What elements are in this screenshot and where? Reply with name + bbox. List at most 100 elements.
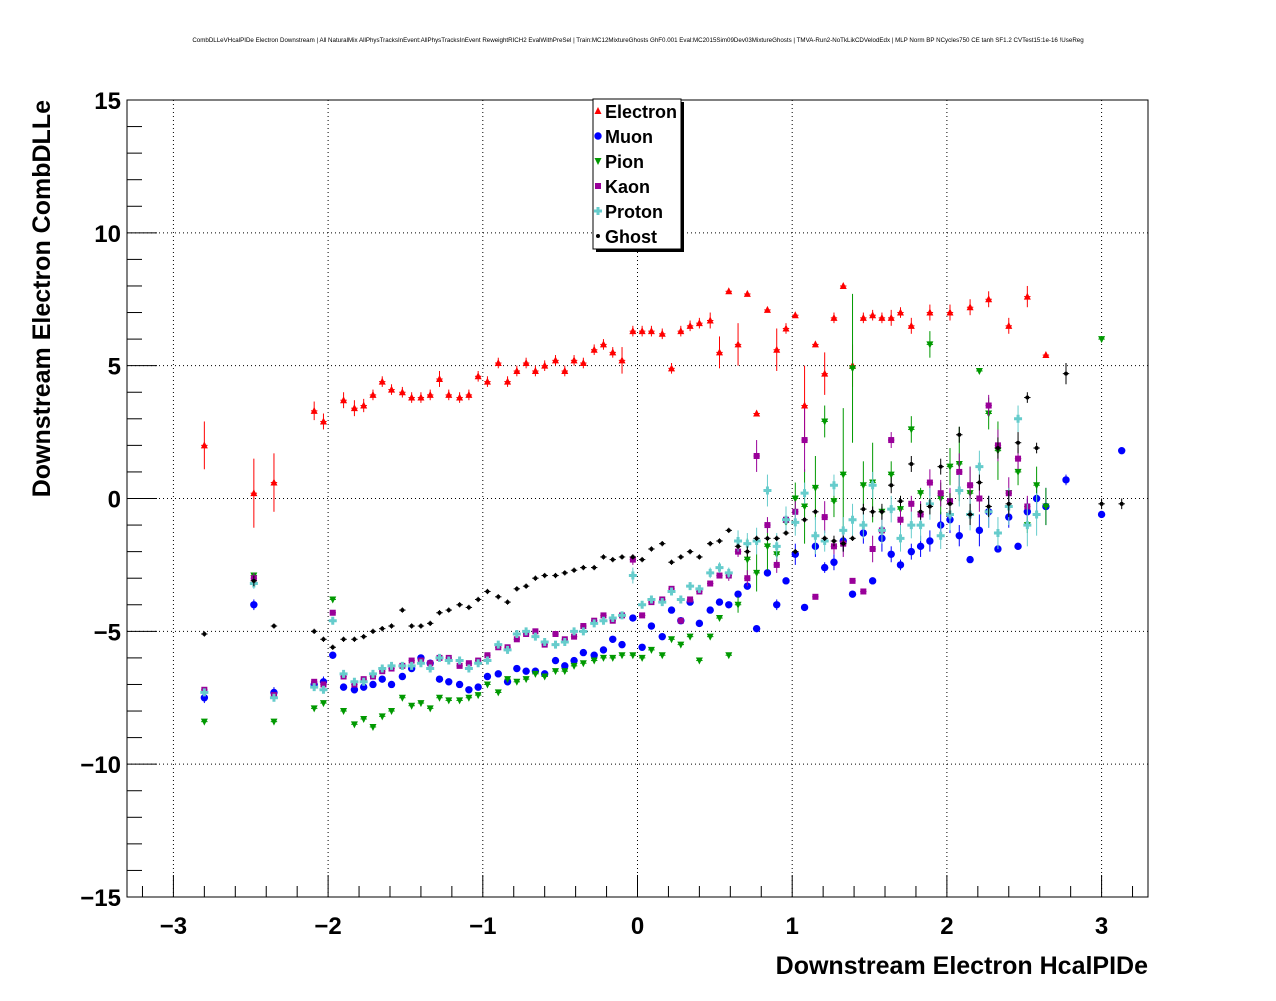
ghost-point — [774, 536, 779, 541]
muon-point — [494, 670, 502, 678]
pion-point — [350, 721, 358, 729]
ghost-point — [986, 504, 991, 509]
electron-point — [782, 324, 790, 332]
muon-point — [868, 577, 877, 585]
pion-point — [677, 641, 685, 649]
kaon-point — [764, 522, 771, 529]
ghost-point — [380, 626, 385, 631]
electron-point — [763, 305, 771, 313]
ghost-point — [850, 536, 855, 541]
kaon-point — [976, 495, 983, 502]
pion-point — [599, 654, 607, 662]
muon-point — [398, 672, 407, 681]
pion-point — [763, 543, 771, 551]
electron-point — [340, 396, 348, 404]
ghost-point — [745, 549, 750, 554]
proton-point — [848, 515, 857, 524]
proton-point — [599, 616, 608, 625]
kaon-point — [465, 660, 472, 667]
electron-point — [522, 359, 530, 367]
proton-point — [859, 521, 868, 530]
ghost-point — [708, 541, 713, 546]
electron-point — [474, 372, 482, 380]
ghost-point — [717, 539, 722, 544]
proton-point — [706, 568, 715, 577]
pion-point — [340, 708, 348, 716]
ghost-point — [909, 461, 914, 466]
pion-point — [791, 495, 799, 503]
kaon-point — [926, 479, 933, 486]
kaon-point — [821, 514, 828, 521]
proton-point — [608, 614, 617, 623]
muon-point — [916, 542, 925, 551]
kaon-point — [801, 437, 808, 444]
muon-point — [715, 598, 724, 606]
pion-point — [907, 426, 915, 434]
electron-point — [629, 327, 637, 335]
kaon-point — [716, 572, 723, 579]
muon-point — [350, 686, 359, 694]
ghost-point — [418, 624, 423, 629]
pion-point — [474, 692, 482, 700]
muon-point — [638, 643, 646, 651]
electron-point — [456, 393, 464, 401]
pion-point — [552, 668, 560, 676]
ghost-point — [437, 610, 442, 615]
electron-point — [270, 478, 278, 486]
y-axis-title: Downstream Electron CombDLLe — [28, 100, 56, 497]
proton-point — [955, 486, 964, 495]
proton-point — [435, 653, 444, 662]
proton-point — [590, 619, 599, 628]
proton-point — [494, 640, 503, 649]
muon-point — [590, 651, 598, 659]
electron-point — [599, 340, 607, 348]
electron-point — [677, 327, 685, 335]
pion-point — [531, 670, 539, 678]
proton-point — [829, 481, 838, 490]
proton-point — [269, 693, 278, 702]
electron-point — [859, 313, 867, 321]
ghost-point — [620, 554, 625, 559]
pion-point — [561, 668, 569, 676]
proton-point — [512, 629, 521, 638]
electron-point — [658, 329, 666, 337]
kaon-point — [888, 437, 895, 444]
y-tick-label: −15 — [80, 885, 121, 912]
proton-point — [416, 659, 425, 668]
pion-point — [658, 652, 666, 660]
ghost-point — [669, 560, 674, 565]
pion-point — [456, 697, 464, 705]
electron-point — [319, 417, 327, 425]
muon-point — [1097, 510, 1106, 519]
proton-point — [811, 531, 820, 540]
pion-point — [801, 503, 809, 511]
ghost-point — [562, 570, 567, 575]
electron-point — [417, 393, 425, 401]
electron-point — [561, 366, 569, 374]
electron-point — [878, 313, 886, 321]
kaon-point — [985, 402, 992, 409]
electron-point — [618, 356, 626, 364]
proton-point — [339, 669, 348, 678]
electron-point — [435, 374, 443, 382]
ghost-point — [660, 541, 665, 546]
muon-point — [1014, 542, 1022, 551]
ghost-point — [457, 602, 462, 607]
ghost-point — [601, 554, 606, 559]
x-axis-title: Downstream Electron HcalPIDe — [776, 952, 1148, 980]
ghost-point — [330, 645, 335, 650]
ghost-point — [1016, 440, 1021, 445]
ghost-point — [793, 549, 798, 554]
muon-point — [609, 635, 617, 644]
x-tick-label: 3 — [1095, 913, 1108, 940]
ghost-point — [765, 536, 770, 541]
muon-point — [667, 606, 676, 614]
muon-point — [706, 606, 714, 614]
proton-point — [464, 664, 473, 673]
kaon-point — [753, 452, 760, 459]
y-tick-label: 0 — [108, 487, 121, 514]
chart-title: CombDLLeVHcalPIDe Electron Downstream | … — [192, 37, 1084, 44]
pion-point — [1042, 503, 1050, 511]
pion-point — [725, 652, 733, 660]
